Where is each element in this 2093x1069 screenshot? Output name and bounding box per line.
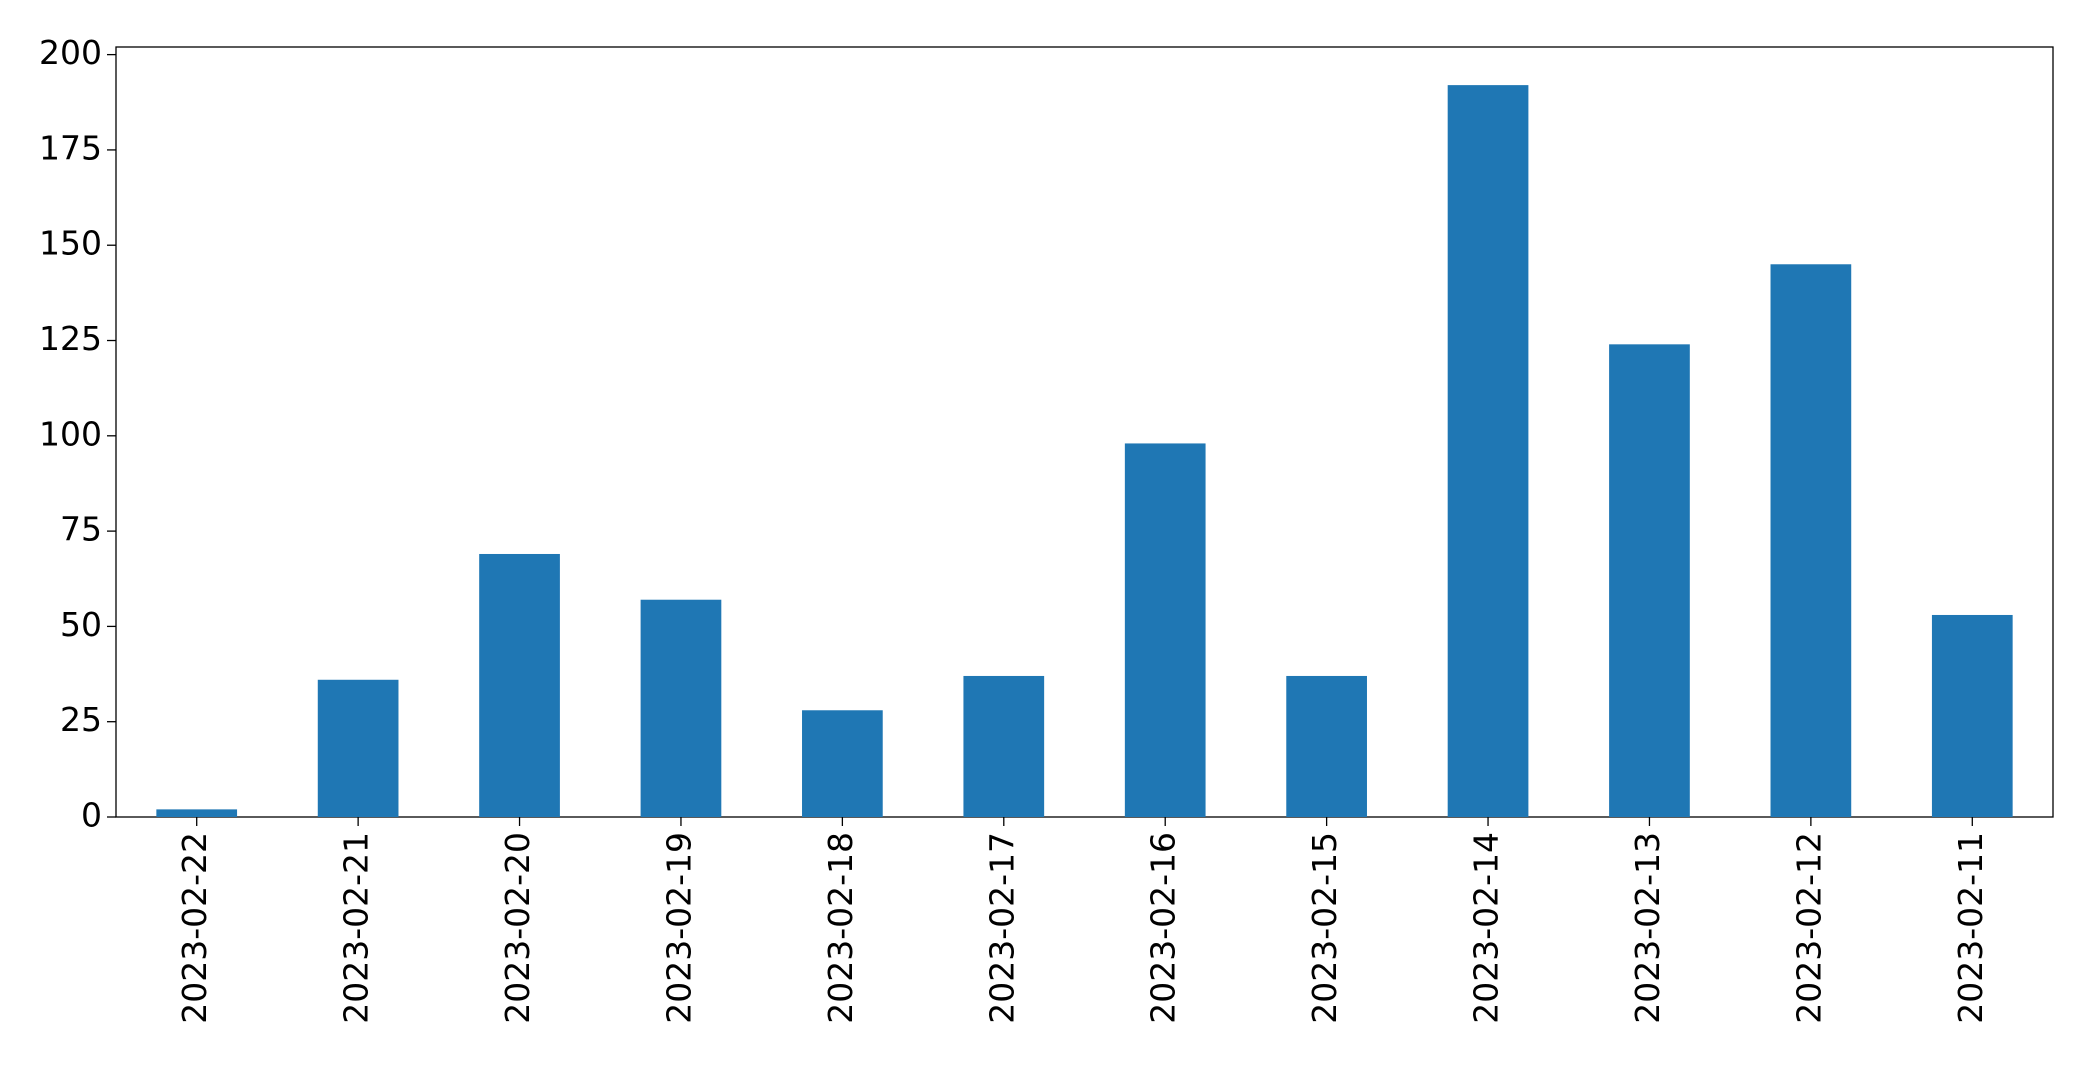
x-tick-label: 2023-02-16 <box>1144 832 1183 1024</box>
x-tick-label: 2023-02-19 <box>659 832 698 1024</box>
y-tick-label: 175 <box>39 128 102 167</box>
y-tick-label: 125 <box>39 319 102 358</box>
bar <box>1609 344 1690 817</box>
plot-frame <box>115 46 2054 818</box>
y-tick-label: 0 <box>81 796 102 835</box>
y-tick-label: 150 <box>39 224 102 263</box>
x-tick-label: 2023-02-22 <box>175 832 214 1024</box>
x-tick-label: 2023-02-15 <box>1305 832 1344 1024</box>
bar <box>1447 85 1529 817</box>
bar <box>1286 675 1367 817</box>
bar <box>317 679 399 817</box>
y-tick-label: 75 <box>60 510 102 549</box>
bar <box>1770 264 1852 817</box>
y-tick-label: 200 <box>39 33 102 72</box>
x-tick-label: 2023-02-14 <box>1467 832 1506 1024</box>
y-tick-label: 50 <box>60 605 102 644</box>
y-tick-label: 100 <box>39 414 102 453</box>
x-tick-label: 2023-02-11 <box>1951 832 1990 1024</box>
x-tick-label: 2023-02-12 <box>1789 832 1828 1024</box>
bar <box>479 553 560 817</box>
x-tick-label: 2023-02-20 <box>498 832 537 1024</box>
bar <box>1124 443 1206 817</box>
bar <box>1931 614 2013 817</box>
y-tick-label: 25 <box>60 700 102 739</box>
bar <box>963 675 1045 817</box>
x-tick-label: 2023-02-13 <box>1628 832 1667 1024</box>
x-tick-label: 2023-02-21 <box>337 832 376 1024</box>
x-tick-label: 2023-02-18 <box>821 832 860 1024</box>
bar <box>156 809 238 817</box>
bar <box>802 710 883 817</box>
bar <box>640 599 722 817</box>
x-tick-label: 2023-02-17 <box>982 832 1021 1024</box>
